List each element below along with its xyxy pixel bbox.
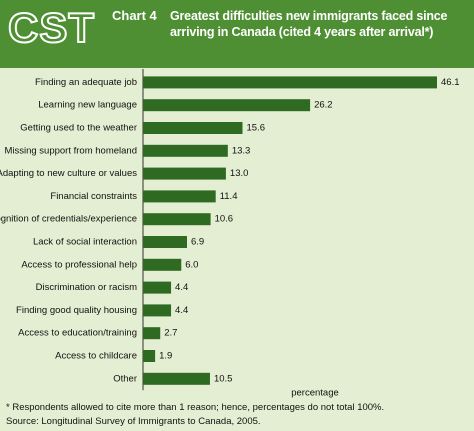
value-label: 26.2 [314,100,333,111]
category-label: Recognition of credentials/experience [0,214,137,225]
footnote: * Respondents allowed to cite more than … [6,402,385,413]
bar [143,122,243,134]
bar [143,258,182,271]
chart-title: Greatest difficulties new immigrants fac… [170,9,448,39]
category-label: Other [113,373,137,384]
value-label: 4.4 [175,305,188,316]
bar [143,76,437,89]
bar [143,144,228,157]
header: CST Chart 4 Greatest difficulties new im… [0,0,474,68]
category-label: Adapting to new culture or values [0,168,137,179]
category-label: Financial constraints [50,191,137,202]
value-label: 11.4 [220,191,238,202]
bar [143,372,210,385]
bar [143,213,211,226]
value-label: 1.9 [159,351,172,362]
value-label: 46.1 [441,77,460,88]
value-label: 4.4 [175,282,188,293]
bar [143,350,156,362]
bar [143,304,172,317]
bar [143,236,188,248]
bar [143,167,226,180]
category-label: Access to education/training [18,328,137,339]
value-label: 13.3 [232,145,251,156]
category-label: Access to professional help [21,259,137,270]
category-label: Lack of social interaction [33,237,137,248]
bar [143,99,311,112]
category-label: Finding good quality housing [16,305,137,316]
category-label: Access to childcare [55,351,137,362]
value-label: 13.0 [230,168,249,179]
category-label: Finding an adequate job [35,77,137,88]
x-axis-label: percentage [291,388,339,399]
category-label: Learning new language [38,100,137,111]
value-label: 10.6 [215,214,234,225]
value-label: 6.9 [191,237,204,248]
source: Source: Longitudinal Survey of Immigrant… [6,416,261,427]
value-label: 15.6 [246,123,265,134]
logo: CST [7,3,95,52]
bar [143,281,172,294]
value-label: 6.0 [185,259,198,270]
value-label: 2.7 [164,328,177,339]
value-label: 10.5 [214,373,233,384]
category-label: Discrimination or racism [36,282,137,293]
bar [143,327,161,340]
chart-label: Chart 4 [112,8,157,23]
bar [143,190,216,203]
category-label: Missing support from homeland [4,145,137,156]
category-label: Getting used to the weather [20,123,137,134]
